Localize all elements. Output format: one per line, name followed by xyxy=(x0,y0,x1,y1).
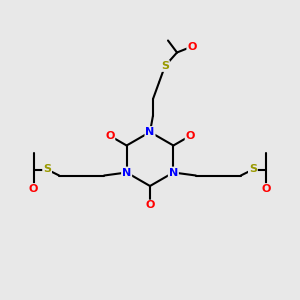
Text: S: S xyxy=(43,164,51,175)
Text: S: S xyxy=(161,61,169,71)
Text: O: O xyxy=(186,131,195,141)
Text: O: O xyxy=(262,184,271,194)
Text: N: N xyxy=(169,167,178,178)
Text: N: N xyxy=(122,167,131,178)
Text: S: S xyxy=(249,164,257,175)
Text: O: O xyxy=(29,184,38,194)
Text: N: N xyxy=(146,127,154,137)
Text: O: O xyxy=(145,200,155,211)
Text: O: O xyxy=(187,41,197,52)
Text: O: O xyxy=(105,131,114,141)
